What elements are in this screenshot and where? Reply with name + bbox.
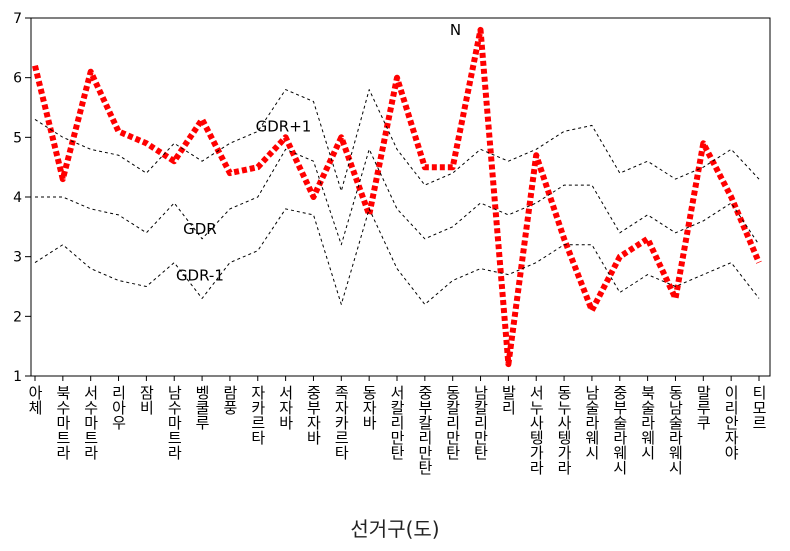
x-category-label: 이리안자야	[722, 385, 740, 460]
x-category-label: 서자바	[277, 385, 295, 430]
series-line-gdr-1	[34, 89, 760, 192]
series-annotation: GDR+1	[256, 118, 312, 136]
x-category-label: 자카르타	[249, 385, 267, 445]
x-category-label: 동누사텡가라	[555, 385, 573, 475]
x-axis-title: 선거구(도)	[350, 517, 439, 541]
series-line-n	[32, 26, 762, 368]
series-annotation: GDR-1	[176, 267, 224, 285]
series-annotation: N	[450, 21, 461, 39]
x-category-label: 족자카르타	[332, 385, 350, 460]
x-category-label: 북술라웨시	[639, 385, 657, 460]
y-tick-label: 1	[13, 369, 22, 385]
y-tick-label: 6	[13, 71, 22, 87]
y-tick-label: 5	[13, 130, 22, 146]
y-tick-label: 4	[13, 190, 22, 206]
x-category-label: 발리	[499, 385, 517, 415]
x-category-label: 중부자바	[304, 385, 322, 445]
series-annotation: GDR	[183, 220, 217, 238]
x-category-label: 남칼리만탄	[472, 385, 490, 460]
y-tick-label: 2	[13, 309, 22, 325]
x-category-label: 북수마트라	[54, 385, 72, 460]
x-category-label: 남수마트라	[165, 385, 183, 460]
x-category-label: 남술라웨시	[583, 385, 601, 460]
x-category-label: 티모르	[750, 385, 768, 430]
annotation-layer: N GDR+1 GDR GDR-1	[176, 21, 461, 285]
series-layer	[32, 26, 762, 368]
x-category-label: 서수마트라	[82, 385, 100, 460]
x-category-label: 벵쿨루	[193, 385, 211, 430]
series-line-gdr	[35, 148, 760, 246]
x-category-label: 동남술라웨시	[666, 385, 684, 475]
x-category-label: 말루쿠	[694, 385, 712, 430]
x-category-label: 중부칼리만탄	[416, 385, 434, 475]
axes: 1 2 3 4 5 6 7	[13, 11, 771, 385]
y-tick-label: 7	[13, 11, 22, 27]
x-category-label: 람풍	[221, 385, 239, 415]
x-category-label: 서칼리만탄	[388, 385, 406, 460]
series-line-gdr-1	[34, 208, 760, 305]
x-category-label: 잠비	[137, 385, 155, 415]
plot-frame	[30, 17, 771, 377]
x-category-label: 동자바	[360, 385, 378, 430]
x-category-label: 아체	[26, 385, 44, 415]
x-category-label: 동칼리만탄	[444, 385, 462, 460]
x-category-label: 리아우	[110, 385, 128, 430]
x-category-label: 중부술라웨시	[611, 385, 629, 475]
x-category-label: 서누사텡가라	[527, 385, 545, 475]
y-tick-label: 3	[13, 250, 22, 266]
category-labels: 아체 북수마트라 서수마트라 리아우 잠비 남수마트라 벵쿨루 람풍 자카르타 서자바 중부자바 족자…	[26, 385, 768, 475]
